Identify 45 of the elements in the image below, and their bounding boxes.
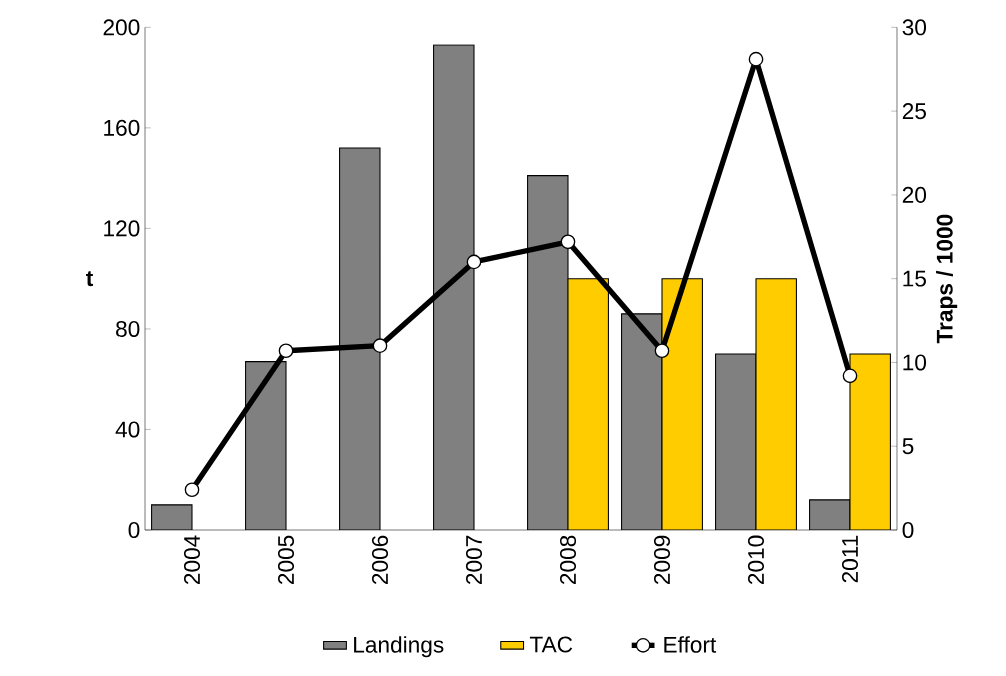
y-tick-label: 120 [104, 220, 140, 237]
legend-label: TAC [529, 636, 573, 653]
x-tick-label: 2005 [277, 535, 295, 584]
point [466, 254, 482, 270]
point [654, 343, 670, 359]
x-tick-label: 2008 [559, 535, 577, 584]
point [372, 338, 388, 354]
x-tick-label: 2011 [841, 535, 859, 583]
y2-tick-label: 30 [902, 19, 927, 36]
legend-label: Landings [354, 636, 444, 658]
x-tick-label: 2004 [183, 535, 201, 584]
point [184, 482, 200, 498]
bar [809, 499, 851, 530]
bar [661, 278, 703, 530]
y-tick-label: 80 [116, 320, 140, 337]
bar [849, 353, 891, 530]
y2-tick-label: 5 [902, 438, 914, 455]
y2-tick-label: 10 [903, 354, 927, 371]
y2-tick-label: 0 [902, 521, 914, 539]
y2-tick-label: 20 [902, 186, 927, 203]
point [748, 51, 764, 67]
x-tick-label: 2006 [371, 535, 389, 584]
legend-label: Effort [664, 636, 717, 653]
point [278, 343, 294, 359]
y2-tick-label: 15 [903, 270, 926, 287]
x-tick-label: 2009 [653, 535, 671, 584]
point [842, 368, 858, 384]
y2-axis-title: Traps / 1000 [936, 214, 958, 344]
y-tick-label: 40 [115, 421, 140, 438]
bar [527, 175, 569, 530]
y2-tick-label: 25 [902, 103, 926, 120]
bar [433, 44, 475, 530]
y-tick-label: 200 [103, 19, 140, 36]
bar [715, 353, 757, 530]
bar [621, 313, 663, 530]
bar [567, 278, 609, 530]
bar [339, 147, 381, 530]
x-tick-label: 2010 [747, 535, 765, 584]
x-tick-label: 2007 [465, 535, 483, 584]
y-tick-label: 0 [128, 521, 140, 539]
bar [755, 278, 797, 530]
y-tick-label: 160 [104, 119, 140, 136]
bar [245, 361, 287, 530]
point [560, 234, 576, 250]
y-axis-title: t [86, 271, 94, 287]
